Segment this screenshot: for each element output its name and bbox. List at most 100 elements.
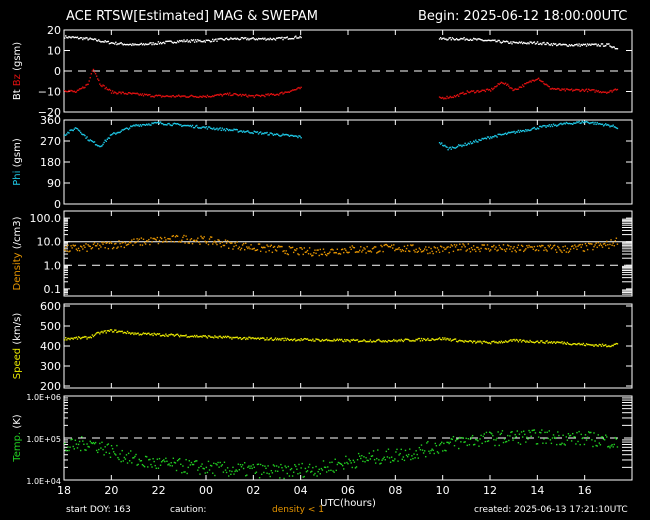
point-Density [323,251,326,253]
point-Speed [455,340,458,343]
point-Bz [157,94,160,97]
point-Bz [213,95,215,98]
point-Temp [553,436,556,439]
point-Speed [461,340,463,342]
point-Bt [87,39,89,41]
point-Temp [510,431,512,434]
point-Speed [207,335,210,337]
point-Bt [247,37,249,40]
point-Bt [534,43,537,45]
point-Temp [560,443,562,446]
point-Bt [177,41,180,43]
point-Density [460,248,462,251]
point-Temp [320,467,323,470]
point-Density [190,238,193,240]
point-Phi [261,133,263,135]
point-Density [436,247,439,249]
point-Bz [183,95,185,97]
point-Temp [613,443,615,446]
point-Bz [223,93,226,95]
point-Phi [497,133,499,136]
point-Bz [601,91,604,93]
point-Bz [286,91,288,93]
point-Phi [470,142,473,145]
point-Bt [515,41,517,44]
point-Bt [133,44,135,46]
point-Speed [275,339,278,341]
point-Speed [584,344,587,347]
point-Bz [496,85,498,87]
point-Phi [456,145,459,148]
point-Density [484,247,487,250]
point-Phi [481,137,483,140]
point-Phi [257,133,260,135]
point-Bz [138,94,140,96]
point-Temp [607,446,609,448]
point-Density [576,248,578,251]
point-Phi [109,134,112,136]
point-Phi [241,131,244,133]
point-Temp [566,439,569,441]
point-Density [333,252,335,254]
point-Phi [179,124,181,126]
point-Phi [283,134,285,136]
point-Bt [153,43,155,46]
point-Speed [173,335,176,337]
point-Temp [315,465,317,468]
point-Speed [407,339,410,341]
point-Density [493,244,495,247]
point-Density [433,246,435,248]
point-Density [413,249,415,252]
point-Density [311,255,313,257]
point-Phi [296,135,298,138]
point-Bz [562,88,564,91]
point-Density [252,248,254,250]
point-Density [362,249,364,251]
point-Speed [425,339,427,342]
point-Speed [336,338,339,340]
point-Speed [205,336,208,338]
point-Bz [161,95,164,97]
point-Bt [151,43,153,46]
point-Density [196,239,198,241]
point-Density [177,241,180,243]
point-Density [277,246,279,248]
point-Bt [252,37,254,39]
point-Phi [256,131,259,133]
point-Speed [574,343,576,345]
point-Speed [565,343,568,345]
point-Bz [581,88,583,91]
point-Density [437,249,440,251]
point-Phi [538,125,541,128]
point-Density [488,250,491,252]
point-Temp [85,449,87,451]
ytick-label-mag: 20 [47,24,61,37]
point-Bt [209,41,212,43]
point-Density [79,245,82,247]
point-Phi [172,123,175,125]
point-Bt [245,37,247,39]
point-Phi [578,120,580,123]
point-Density [208,238,211,240]
point-Phi [91,140,94,142]
point-Temp [75,443,78,445]
point-Density [575,246,577,248]
point-Phi [273,133,276,136]
point-Speed [155,334,157,336]
point-Density [224,239,227,241]
point-Density [185,235,187,237]
point-Phi [79,131,82,134]
point-Phi [189,124,192,127]
point-Speed [221,337,224,339]
point-Bt [134,43,136,45]
point-Phi [177,123,180,126]
point-Density [201,237,203,239]
point-Phi [514,132,516,134]
point-Phi [526,130,528,132]
point-Phi [529,129,531,132]
point-Bz [114,91,116,93]
point-Bz [64,90,66,92]
point-Temp [318,468,320,471]
point-Temp [237,463,239,465]
point-Temp [470,436,473,439]
